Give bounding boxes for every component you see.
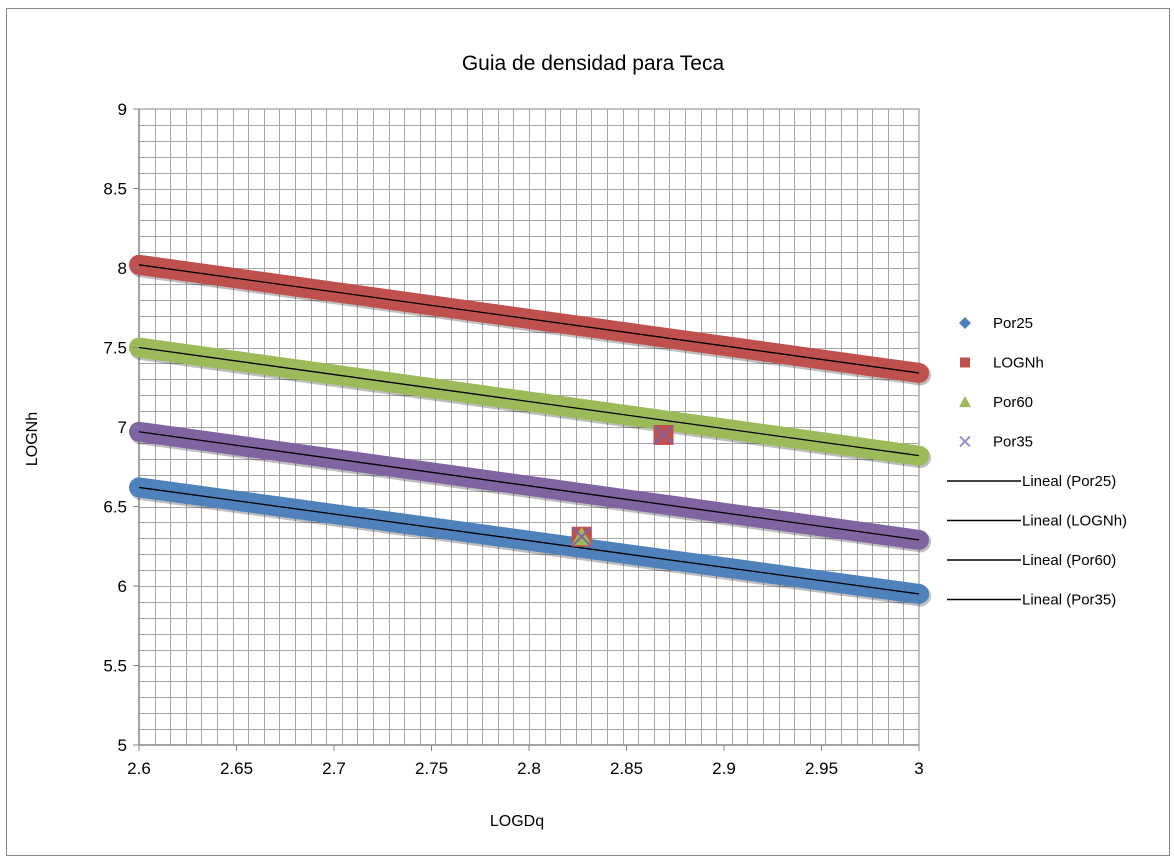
legend-label: Por60 <box>993 394 1033 411</box>
x-tick-label: 2.95 <box>805 759 838 778</box>
data-point-por35 <box>653 425 674 445</box>
y-tick-label: 5.5 <box>103 657 127 676</box>
x-tick-label: 2.6 <box>127 759 151 778</box>
chart-frame: Guia de densidad para Teca LOGDq LOGNh 2… <box>6 8 1170 856</box>
legend: Por25 LOGNh Por60 Por35 Lineal (Por25) Lineal… <box>947 315 1127 609</box>
legend-label: LOGNh <box>993 355 1044 372</box>
x-tick-label: 2.9 <box>712 759 736 778</box>
trendline-lognh <box>138 264 920 374</box>
chart-title: Guia de densidad para Teca <box>462 52 725 75</box>
chart-svg: Guia de densidad para Teca LOGDq LOGNh 2… <box>24 52 1127 830</box>
x-tick-label: 2.8 <box>517 759 541 778</box>
legend-label: Lineal (Por25) <box>1022 473 1116 490</box>
x-tick-label: 2.75 <box>415 759 448 778</box>
legend-label: Lineal (LOGNh) <box>1022 513 1127 530</box>
legend-marker-lognh <box>960 357 970 368</box>
x-tick-label: 2.85 <box>610 759 643 778</box>
x-tick-label: 3 <box>914 759 923 778</box>
trendline-por25 <box>138 486 920 595</box>
y-tick-label: 6.5 <box>103 498 127 517</box>
y-tick-label: 7.5 <box>103 339 127 358</box>
tick-layer: 2.6 2.65 2.7 2.75 2.8 2.85 2.9 2.95 3 5 5.5 6 6.5 7 7.… <box>103 100 923 778</box>
legend-marker-por35 <box>959 435 971 448</box>
trend-layer <box>138 264 920 595</box>
trendline-por60 <box>138 346 920 457</box>
x-tick-label: 2.65 <box>220 759 253 778</box>
legend-label: Lineal (Por60) <box>1022 552 1116 569</box>
legend-marker-por25 <box>959 317 971 329</box>
data-point-por35 <box>571 527 592 547</box>
y-tick-label: 8.5 <box>103 180 127 199</box>
x-tick-label: 2.7 <box>322 759 346 778</box>
point-layer <box>571 424 674 547</box>
y-axis-label: LOGNh <box>24 412 41 466</box>
legend-label: Por25 <box>993 315 1033 332</box>
legend-marker-por60 <box>959 396 971 408</box>
legend-label: Por35 <box>993 434 1033 451</box>
y-tick-label: 6 <box>118 577 127 596</box>
y-tick-label: 5 <box>118 736 127 755</box>
trendline-por35 <box>138 431 920 541</box>
y-tick-label: 8 <box>118 259 127 278</box>
grid-layer <box>138 108 920 746</box>
y-tick-label: 9 <box>118 100 127 119</box>
x-axis-label: LOGDq <box>490 813 544 830</box>
legend-label: Lineal (Por35) <box>1022 592 1116 609</box>
y-tick-label: 7 <box>118 418 127 437</box>
